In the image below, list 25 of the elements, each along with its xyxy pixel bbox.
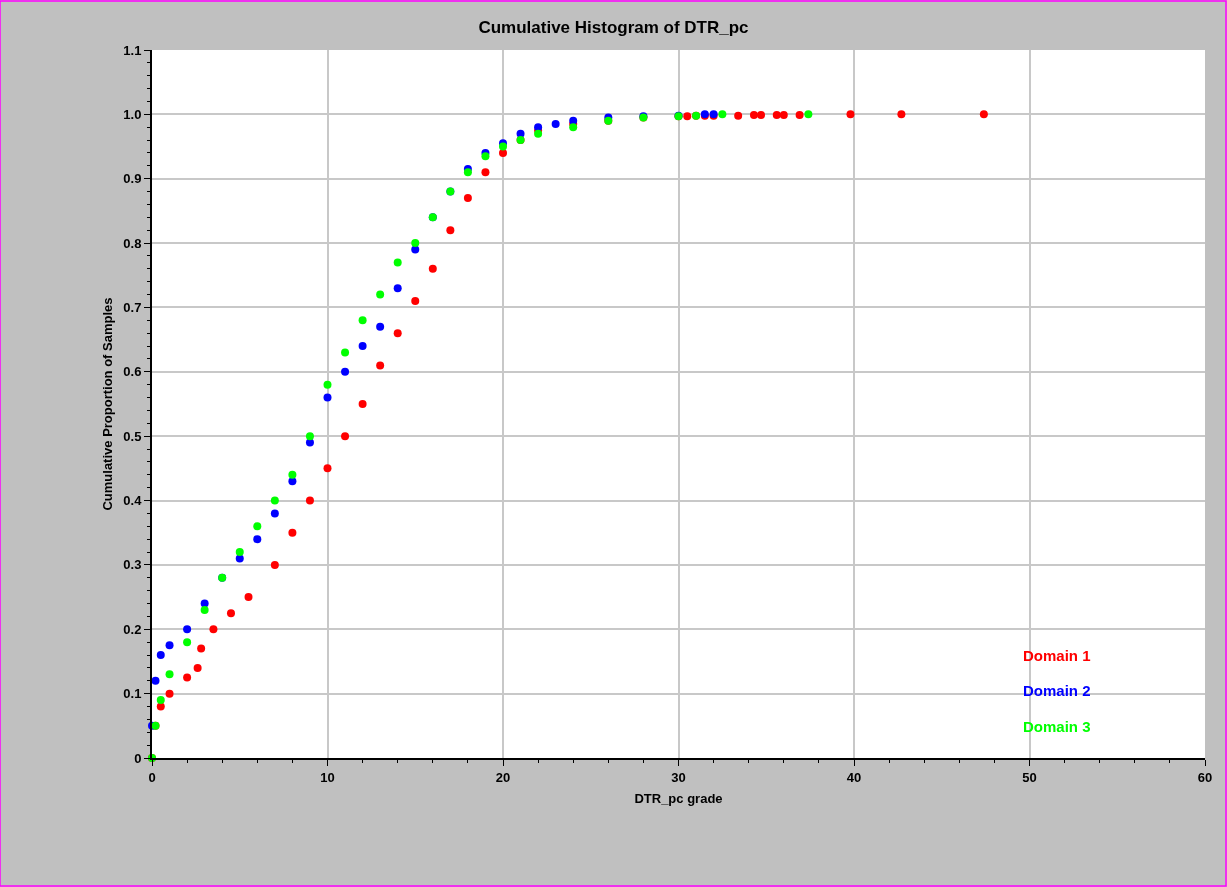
x-tick-label: 10 bbox=[320, 769, 335, 785]
y-tick-label: 0.5 bbox=[123, 428, 142, 444]
y-tick-label: 0 bbox=[134, 750, 142, 766]
x-tick-label: 50 bbox=[1022, 769, 1037, 785]
x-tick-label: 40 bbox=[846, 769, 862, 785]
y-tick-label: 0.3 bbox=[123, 557, 142, 573]
x-tick-label: 60 bbox=[1197, 769, 1213, 785]
text: Domain 2 bbox=[1023, 682, 1091, 699]
x-tick-label: 0 bbox=[148, 769, 156, 785]
x-axis-title: DTR_pc grade bbox=[634, 790, 723, 806]
y-tick-label: 0.6 bbox=[123, 364, 142, 380]
y-tick-label: 0.9 bbox=[123, 171, 142, 187]
text: Domain 3 bbox=[1023, 718, 1091, 735]
y-tick-label: 0.2 bbox=[123, 621, 142, 637]
y-tick-label: 0.8 bbox=[123, 235, 142, 251]
chart-title: Cumulative Histogram of DTR_pc bbox=[478, 17, 749, 37]
y-axis-title: Cumulative Proportion of Samples bbox=[99, 297, 115, 511]
x-tick-label: 20 bbox=[495, 769, 511, 785]
y-tick-label: 1.1 bbox=[123, 42, 142, 58]
y-tick-label: 0.1 bbox=[123, 686, 142, 702]
y-tick-label: 1.0 bbox=[123, 106, 142, 122]
y-tick-label: 0.7 bbox=[123, 300, 142, 315]
x-tick-label: 30 bbox=[671, 769, 686, 785]
text: Domain 1 bbox=[1023, 647, 1091, 664]
y-tick-label: 0.4 bbox=[123, 493, 143, 509]
